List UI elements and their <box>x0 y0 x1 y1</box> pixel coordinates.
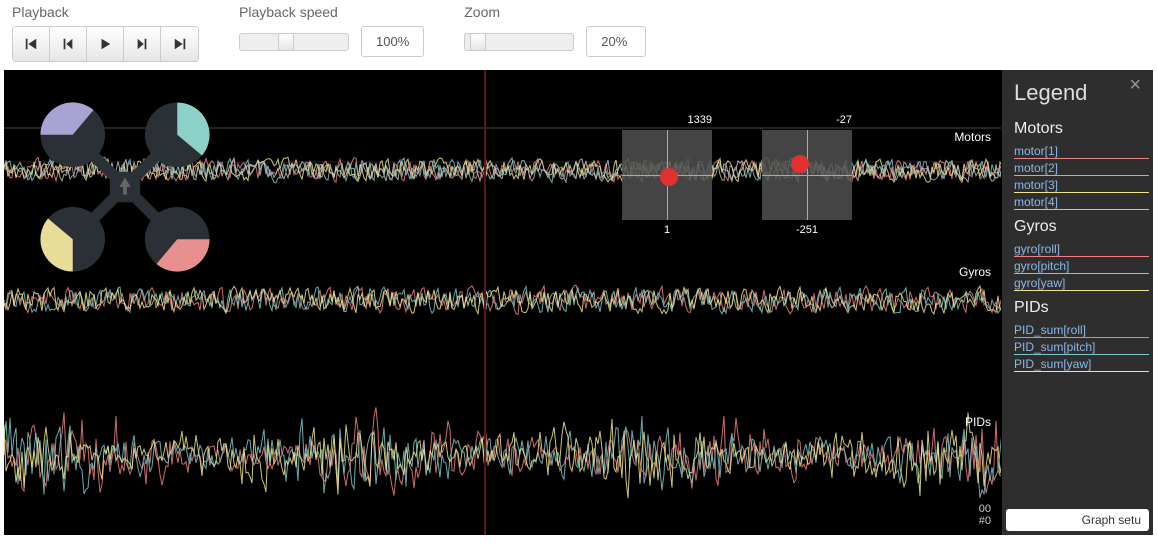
track-label: Motors <box>954 130 991 144</box>
track-label: Gyros <box>959 265 991 279</box>
legend-item[interactable]: gyro[roll] <box>1014 240 1149 257</box>
craft-icon <box>30 92 220 282</box>
speed-section: Playback speed 100% <box>239 4 424 62</box>
graph-setup-button[interactable]: Graph setu <box>1006 509 1149 531</box>
speed-slider-thumb[interactable] <box>278 33 294 51</box>
stick-right-dot <box>791 155 809 173</box>
legend-title: Legend <box>1014 80 1087 106</box>
legend-item[interactable]: PID_sum[pitch] <box>1014 338 1149 355</box>
legend-item[interactable]: motor[4] <box>1014 193 1149 210</box>
playback-section: Playback <box>12 4 199 62</box>
legend-group-title: Gyros <box>1014 218 1149 236</box>
time-line1: 00 <box>979 503 991 515</box>
legend-body[interactable]: Motors motor[1]motor[2]motor[3]motor[4] Gy… <box>1002 112 1153 505</box>
legend-panel: Legend × Motors motor[1]motor[2]motor[3]m… <box>1001 70 1153 535</box>
legend-item[interactable]: motor[1] <box>1014 142 1149 159</box>
time-line2: #0 <box>979 515 991 527</box>
toolbar: Playback Playback speed 100% Zoom 20% <box>0 0 1157 70</box>
stick-display-right: -27 -251 <box>762 130 852 220</box>
stick-left-value-bottom: 1 <box>664 224 670 236</box>
graph-area[interactable]: Motors Gyros PIDs 1339 1 -27 -251 00 #0 Le… <box>4 70 1153 535</box>
playback-label: Playback <box>12 4 199 20</box>
zoom-section: Zoom 20% <box>464 4 646 62</box>
play-button[interactable] <box>87 27 124 61</box>
legend-item[interactable]: motor[3] <box>1014 176 1149 193</box>
zoom-value: 20% <box>586 26 646 57</box>
legend-group-title: Motors <box>1014 120 1149 138</box>
playback-buttons <box>12 26 199 62</box>
time-display: 00 #0 <box>979 503 991 527</box>
speed-value: 100% <box>361 26 424 57</box>
prev-button[interactable] <box>50 27 87 61</box>
playhead[interactable] <box>484 70 486 535</box>
zoom-label: Zoom <box>464 4 646 20</box>
legend-item[interactable]: PID_sum[yaw] <box>1014 355 1149 372</box>
legend-item[interactable]: gyro[yaw] <box>1014 274 1149 291</box>
first-button[interactable] <box>13 27 50 61</box>
legend-item[interactable]: motor[2] <box>1014 159 1149 176</box>
legend-item[interactable]: PID_sum[roll] <box>1014 321 1149 338</box>
stick-display-left: 1339 1 <box>622 130 712 220</box>
stick-right-value-bottom: -251 <box>796 224 818 236</box>
next-button[interactable] <box>124 27 161 61</box>
speed-slider[interactable] <box>239 33 349 51</box>
stick-right-value-top: -27 <box>836 114 852 126</box>
stick-left-value-top: 1339 <box>688 114 712 126</box>
zoom-slider[interactable] <box>464 33 574 51</box>
track-label: PIDs <box>965 415 991 429</box>
legend-close-icon[interactable]: × <box>1129 74 1141 97</box>
stick-left-dot <box>660 168 678 186</box>
speed-label: Playback speed <box>239 4 424 20</box>
zoom-slider-thumb[interactable] <box>470 33 486 51</box>
last-button[interactable] <box>161 27 198 61</box>
legend-item[interactable]: gyro[pitch] <box>1014 257 1149 274</box>
legend-group-title: PIDs <box>1014 299 1149 317</box>
